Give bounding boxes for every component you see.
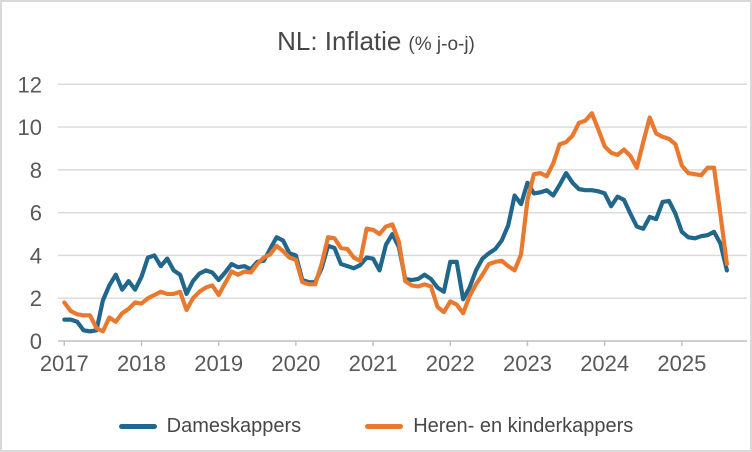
- svg-text:10: 10: [18, 115, 42, 140]
- svg-text:8: 8: [30, 158, 42, 183]
- herenkappers-line-swatch-icon: [365, 424, 404, 429]
- chart-title-sub: (% j-o-j): [408, 34, 475, 55]
- svg-text:2020: 2020: [271, 351, 320, 376]
- legend-item-herenkappers: Heren- en kinderkappers: [365, 415, 633, 438]
- svg-text:2023: 2023: [503, 351, 552, 376]
- svg-text:12: 12: [18, 72, 42, 97]
- svg-text:2022: 2022: [426, 351, 475, 376]
- svg-text:2021: 2021: [349, 351, 398, 376]
- svg-text:2024: 2024: [580, 351, 629, 376]
- svg-text:2017: 2017: [40, 351, 89, 376]
- svg-text:4: 4: [30, 243, 42, 268]
- chart-title-main: NL: Inflatie: [277, 26, 402, 56]
- svg-text:6: 6: [30, 201, 42, 226]
- x-axis-labels: 2017 2018 2019 2020 2021 2022 2023 2024 2025: [40, 351, 707, 376]
- x-axis: [58, 340, 747, 346]
- chart-title: NL: Inflatie (% j-o-j): [2, 26, 750, 57]
- svg-text:2018: 2018: [117, 351, 166, 376]
- legend-label-dameskappers: Dameskappers: [166, 415, 302, 437]
- legend-item-dameskappers: Dameskappers: [118, 415, 302, 438]
- svg-text:2: 2: [30, 286, 42, 311]
- y-axis-labels: 0 2 4 6 8 10 12: [18, 72, 42, 354]
- svg-text:2025: 2025: [657, 351, 706, 376]
- legend-label-herenkappers: Heren- en kinderkappers: [413, 415, 634, 437]
- legend: Dameskappers Heren- en kinderkappers: [2, 415, 750, 438]
- svg-text:2019: 2019: [194, 351, 243, 376]
- series-lines: [62, 111, 729, 334]
- dameskappers-line-swatch-icon: [118, 424, 157, 429]
- svg-text:0: 0: [30, 329, 42, 354]
